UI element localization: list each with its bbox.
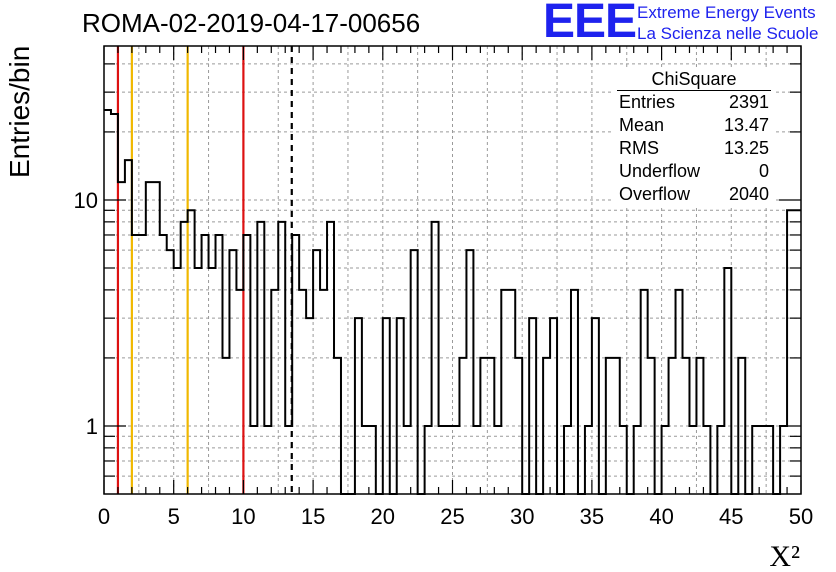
logo-caption-line2: La Scienza nelle Scuole <box>637 24 819 43</box>
x-tick-label: 50 <box>789 504 813 529</box>
logo-caption-line1: Extreme Energy Events <box>637 3 816 22</box>
x-tick-label: 35 <box>580 504 604 529</box>
stats-row-entries: Entries 2391 <box>619 92 769 112</box>
tick-labels: 0 5 10 15 20 25 30 35 40 45 50 1 10 <box>74 188 814 529</box>
y-tick-label: 1 <box>86 414 98 439</box>
histogram-series <box>104 109 801 495</box>
stats-box: ChiSquare Entries 2391 Mean 13.47 RMS 13.25… <box>611 68 775 206</box>
logo-caption: Extreme Energy Events La Scienza nelle S… <box>637 2 818 44</box>
chart-title: ROMA-02-2019-04-17-00656 <box>82 8 421 38</box>
x-tick-label: 15 <box>301 504 325 529</box>
y-axis-label: Entries/bin <box>4 45 35 178</box>
y-tick-label: 10 <box>74 188 98 213</box>
axis-ticks <box>103 46 802 494</box>
stats-row-mean: Mean 13.47 <box>619 115 769 135</box>
eee-logo: EEE <box>543 0 637 48</box>
x-tick-label: 0 <box>98 504 110 529</box>
x-tick-label: 10 <box>231 504 255 529</box>
x-tick-label: 25 <box>440 504 464 529</box>
stats-row-underflow: Underflow 0 <box>619 161 769 181</box>
x-tick-label: 40 <box>649 504 673 529</box>
x-tick-label: 20 <box>371 504 395 529</box>
stats-row-rms: RMS 13.25 <box>619 138 769 158</box>
x-tick-label: 45 <box>719 504 743 529</box>
x-axis-label: X² <box>769 540 800 572</box>
stats-row-overflow: Overflow 2040 <box>619 184 769 204</box>
stats-box-title: ChiSquare <box>617 68 771 91</box>
x-tick-label: 5 <box>168 504 180 529</box>
x-tick-label: 30 <box>510 504 534 529</box>
